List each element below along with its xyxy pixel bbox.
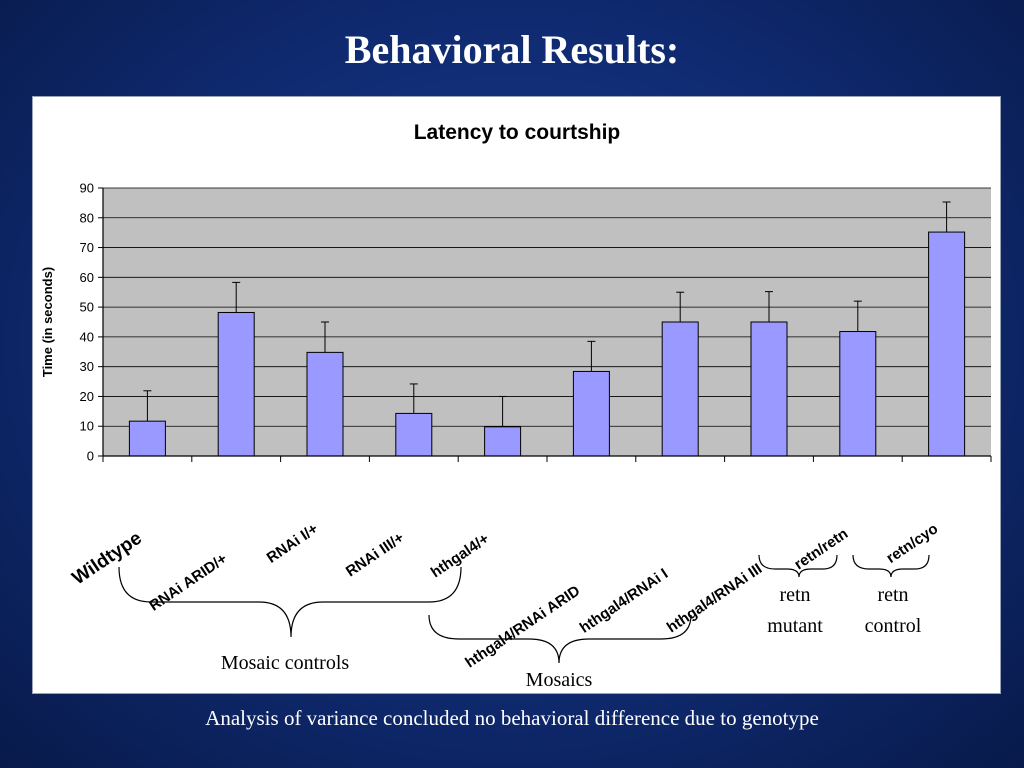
footer-note: Analysis of variance concluded no behavi… [205, 706, 819, 730]
axes [98, 187, 992, 462]
bar [217, 311, 255, 457]
y-tick-label: 20 [80, 389, 94, 404]
chart-title: Latency to courtship [414, 121, 621, 144]
y-tick-label: 40 [80, 329, 94, 344]
x-category-label: hthgal4/RNAi III [664, 560, 765, 636]
bar [750, 321, 788, 457]
bar [395, 412, 433, 457]
y-tick-label: 70 [80, 240, 94, 255]
bars [128, 231, 966, 457]
x-category-label: RNAi I/+ [264, 520, 322, 567]
mosaic-controls-brace [118, 566, 462, 638]
bar [128, 420, 166, 457]
x-category-label: retn/retn [791, 525, 851, 573]
y-tick-label: 10 [80, 419, 94, 434]
x-category-label: RNAi III/+ [343, 529, 408, 580]
y-tick-label: 50 [80, 300, 94, 315]
y-tick-label: 80 [80, 210, 94, 225]
slide-title: Behavioral Results: [344, 27, 680, 72]
retn-control-brace [852, 554, 930, 578]
y-tick-label: 30 [80, 359, 94, 374]
mosaic-controls-label: Mosaic controls [221, 652, 350, 674]
x-category-label: RNAi ARID/+ [146, 550, 230, 614]
x-category-label: Wildtype [69, 528, 146, 590]
y-tick-label: 60 [80, 270, 94, 285]
bar [484, 426, 522, 457]
x-category-label: hthgal4/RNAi ARID [462, 582, 583, 671]
y-tick-labels: 0 10 20 30 40 50 60 70 80 90 [80, 181, 94, 464]
bar [306, 351, 344, 457]
x-category-label: retn/cyo [883, 520, 941, 567]
chart-panel: Latency to courtship 0 10 20 30 40 50 60 70 80 90… [32, 96, 1001, 694]
y-axis-label: Time (in seconds) [40, 267, 55, 377]
error-bars [143, 201, 951, 427]
latency-chart: Latency to courtship 0 10 20 30 40 50 60 70 80 90… [40, 121, 992, 691]
bar [928, 231, 966, 457]
retn-mutant-brace [758, 554, 838, 578]
retn-control-label-line2: control [865, 615, 922, 637]
y-tick-label: 90 [80, 181, 94, 196]
x-category-label: hthgal4/RNAi I [577, 565, 671, 636]
mosaics-label: Mosaics [526, 669, 593, 691]
bar [839, 331, 877, 457]
retn-mutant-label-line2: mutant [767, 615, 823, 637]
y-tick-label: 0 [87, 449, 94, 464]
retn-mutant-label-line1: retn [779, 584, 810, 606]
bar [661, 321, 699, 457]
retn-control-label-line1: retn [877, 584, 908, 606]
mosaics-brace [428, 614, 692, 664]
bar [572, 370, 610, 457]
